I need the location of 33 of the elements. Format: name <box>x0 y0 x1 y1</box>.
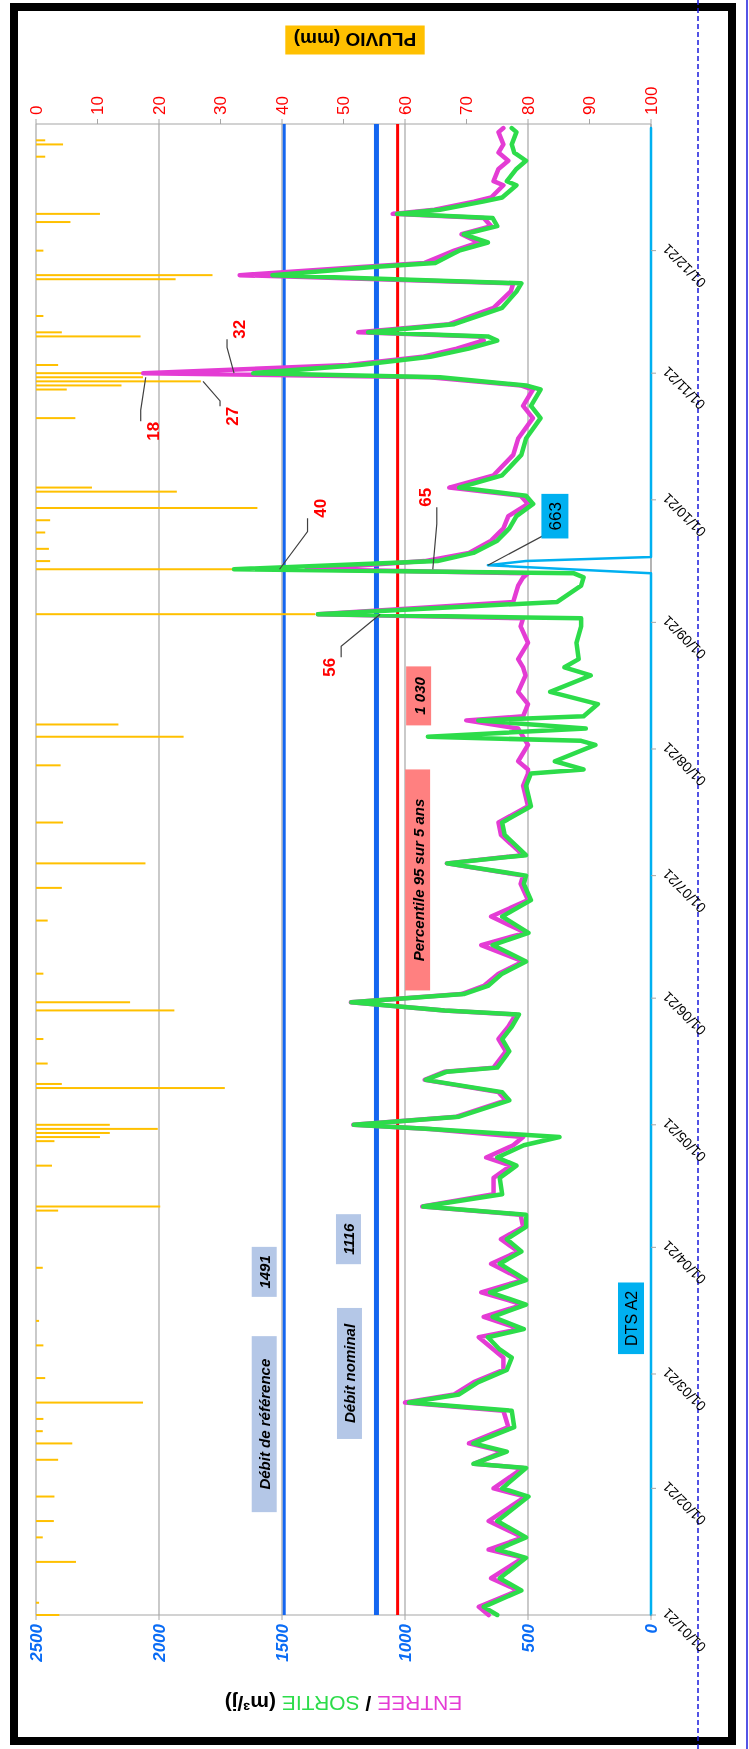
text: DTS A2 <box>622 1290 640 1346</box>
x-tick-label: 500 <box>518 1623 538 1653</box>
ref-line-label: Débit de référence <box>255 1358 273 1490</box>
x2-tick-label: 80 <box>518 96 538 115</box>
x-tick-label: 1000 <box>395 1623 415 1662</box>
annotation: 32 <box>229 319 249 339</box>
x2-tick-label: 0 <box>26 105 46 115</box>
annotation: 65 <box>415 487 435 507</box>
x-tick-label: 0 <box>641 1623 661 1634</box>
x2-tick-label: 90 <box>580 96 599 115</box>
x-tick-label: 1500 <box>272 1623 292 1662</box>
ref-line-label: Débit nominal <box>340 1323 358 1424</box>
annotation: 56 <box>319 657 339 677</box>
ref-line-label: Percentile 95 sur 5 ans <box>409 798 427 962</box>
x2-tick-label: 70 <box>457 96 476 115</box>
x-axis-title: ENTREE / SORTIE (m³/j) <box>224 1692 463 1716</box>
x-tick-label: 2500 <box>26 1623 46 1663</box>
x2-tick-label: 10 <box>88 96 107 115</box>
x2-tick-label: 100 <box>641 86 661 115</box>
annotation: 18 <box>143 421 163 441</box>
annotation: 40 <box>310 498 330 518</box>
x2-tick-label: 20 <box>149 96 169 115</box>
annotation: 1116 <box>339 1222 357 1255</box>
x2-tick-label: 40 <box>272 96 292 115</box>
x2-tick-label: 50 <box>334 96 353 115</box>
annotation: 27 <box>222 406 242 426</box>
x2-tick-label: 60 <box>395 96 415 115</box>
annotation: 1491 <box>255 1255 273 1289</box>
x-tick-label: 2000 <box>149 1623 169 1663</box>
annotation: 663 <box>545 501 565 531</box>
x2-tick-label: 30 <box>211 96 230 115</box>
x2-axis-title: PLUVIO (mm) <box>293 29 417 51</box>
annotation: 1 030 <box>410 676 428 715</box>
